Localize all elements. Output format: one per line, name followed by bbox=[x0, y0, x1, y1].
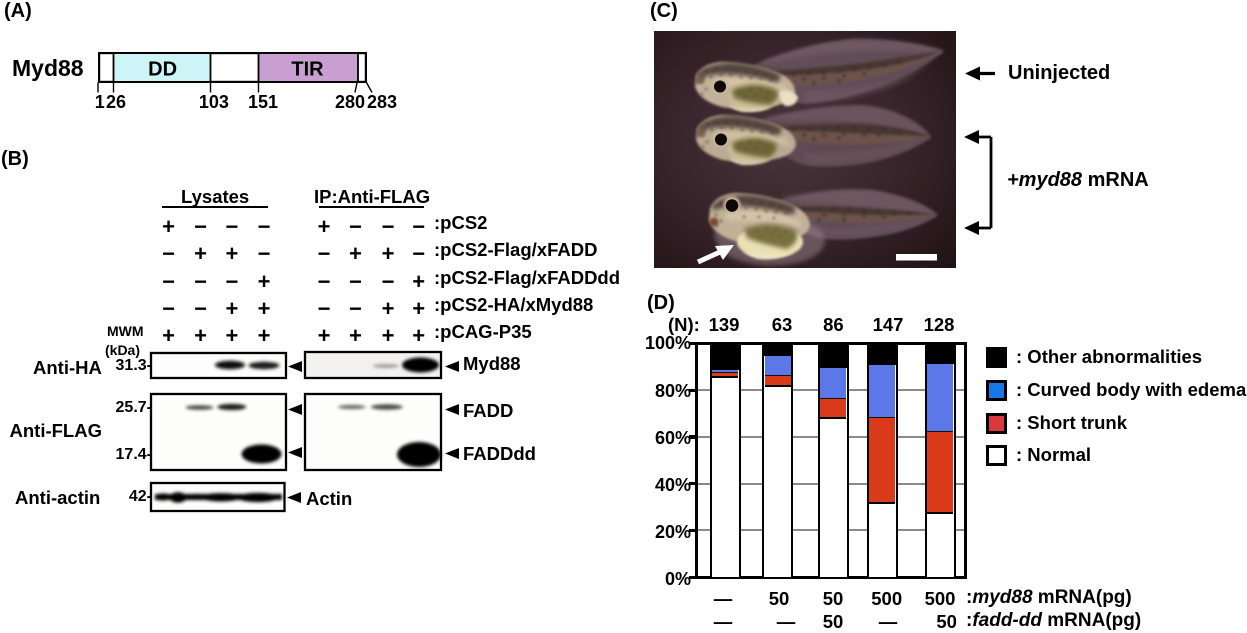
svg-text:DD: DD bbox=[148, 58, 177, 80]
svg-text:26: 26 bbox=[106, 92, 126, 112]
svg-text:103: 103 bbox=[199, 92, 229, 112]
svg-text:151: 151 bbox=[248, 92, 278, 112]
svg-text:283: 283 bbox=[367, 92, 397, 112]
svg-text:TIR: TIR bbox=[291, 58, 324, 80]
svg-text:280: 280 bbox=[335, 92, 365, 112]
svg-text:1: 1 bbox=[95, 92, 105, 112]
